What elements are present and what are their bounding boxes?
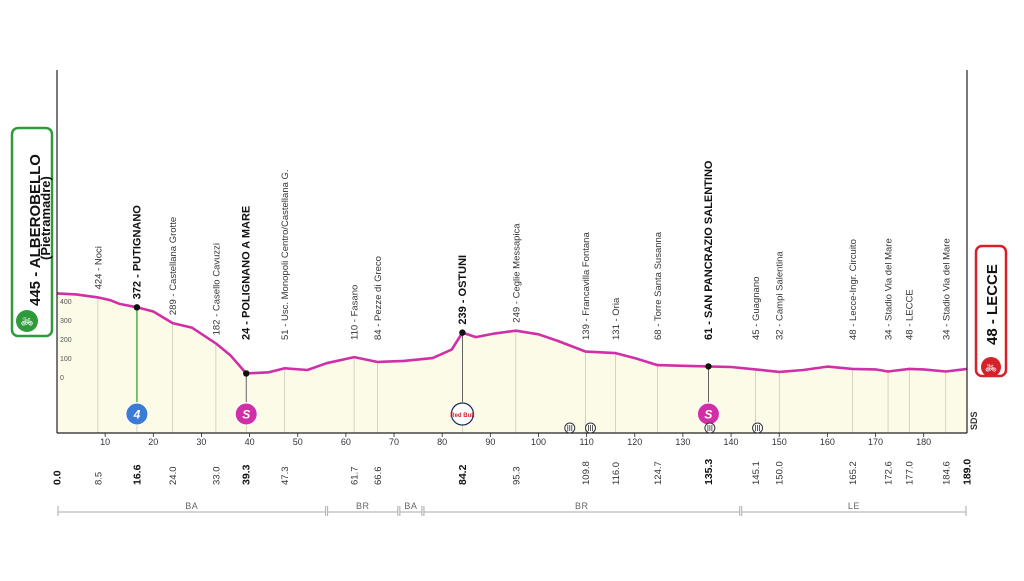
province-label: BR xyxy=(575,501,589,511)
km-distance-label: 47.3 xyxy=(280,467,291,486)
intermediate-sprint-icon xyxy=(234,402,258,426)
location-label: 131 - Oria xyxy=(611,297,622,340)
km-distance-label: 165.2 xyxy=(848,461,859,485)
location-label: 32 - Campi Salentina xyxy=(775,251,786,340)
km-distance-label: 95.3 xyxy=(511,467,522,486)
km-distance-label: 124.7 xyxy=(653,461,664,485)
km-distance-label: 24.0 xyxy=(168,467,179,486)
location-label: 68 - Torre Santa Susanna xyxy=(653,231,664,340)
start-altitude-name: 445 - ALBEROBELLO xyxy=(27,154,44,306)
x-tick-label: 60 xyxy=(341,437,351,447)
location-label: 424 - Noci xyxy=(93,246,104,289)
marker-glyph: S xyxy=(242,408,250,422)
climb-summit-dot xyxy=(459,329,466,336)
key-location-label: 24 - POLIGNANO A MARE xyxy=(241,206,253,340)
x-tick-label: 130 xyxy=(675,437,690,447)
start-location-box: 445 - ALBEROBELLO (Pietramadre) 🚲︎ xyxy=(10,126,54,338)
location-label: 45 - Guagnano xyxy=(751,277,762,340)
red-bull-label: Red Bull xyxy=(450,413,475,419)
start-subname: (Pietramadre) xyxy=(38,176,53,260)
km-distance-label: 16.6 xyxy=(131,464,143,485)
key-location-label: 239 - OSTUNI xyxy=(457,255,469,325)
province-label: LE xyxy=(848,501,860,511)
bike-glyph-start: 🚲︎ xyxy=(21,317,34,328)
x-tick-label: 160 xyxy=(820,437,835,447)
location-label: 182 - Casello Cavuzzi xyxy=(211,243,222,335)
km-distance-label: 0.0 xyxy=(52,470,64,485)
km-distance-label: 61.7 xyxy=(350,467,361,486)
location-label: 34 - Stadio Via del Mare xyxy=(941,238,952,340)
km-distance-label: 150.0 xyxy=(775,461,786,485)
y-tick-label: 400 xyxy=(60,299,72,306)
start-box-border xyxy=(10,126,54,338)
km-distance-label: 84.2 xyxy=(457,464,469,485)
km-distance-label: 8.5 xyxy=(93,472,104,485)
marker-glyph: 4 xyxy=(133,408,141,422)
x-tick-label: 40 xyxy=(245,437,255,447)
y-tick-label: 300 xyxy=(60,318,72,325)
x-tick-label: 180 xyxy=(916,437,931,447)
km-distance-label: 184.6 xyxy=(941,461,952,485)
location-label: 48 - LECCE xyxy=(905,289,916,340)
km-distance-label: 177.0 xyxy=(905,461,916,485)
location-label: 48 - Lecce-Ingr. Circuito xyxy=(848,239,859,340)
location-label: 84 - Pezze di Greco xyxy=(373,256,384,340)
sds-logo: SDS xyxy=(969,411,979,430)
x-tick-label: 110 xyxy=(579,437,593,447)
climb-summit-dot xyxy=(705,363,712,370)
km-distance-label: 116.0 xyxy=(611,462,622,485)
location-label: 139 - Francavilla Fontana xyxy=(581,232,592,340)
province-label: BR xyxy=(356,501,370,511)
province-label: BA xyxy=(404,501,417,511)
climb-summit-dot xyxy=(133,304,141,311)
x-tick-label: 70 xyxy=(389,437,399,447)
start-cyclist-icon xyxy=(16,310,38,332)
location-label: 249 - Ceglie Messapica xyxy=(511,223,522,323)
km-distance-label: 172.6 xyxy=(884,461,895,485)
km-distance-label: 33.0 xyxy=(211,467,222,486)
finish-cyclist-icon xyxy=(981,357,1001,377)
km-distance-label: 66.6 xyxy=(373,467,384,486)
province-label: BA xyxy=(185,501,198,511)
x-tick-label: 90 xyxy=(485,437,495,447)
x-tick-label: 100 xyxy=(531,437,546,447)
y-tick-label: 200 xyxy=(60,337,72,344)
y-tick-label: 0 xyxy=(60,375,64,382)
location-label: 289 - Castellana Grotte xyxy=(168,217,179,315)
marker-glyph: S xyxy=(704,408,712,422)
x-tick-label: 50 xyxy=(293,437,303,447)
x-tick-label: 140 xyxy=(724,437,739,447)
km-distance-label: 109.8 xyxy=(581,461,592,485)
km-distance-label: 145.1 xyxy=(751,461,762,485)
x-tick-label: 20 xyxy=(148,437,158,447)
x-tick-label: 80 xyxy=(437,437,447,447)
profile-line xyxy=(56,292,968,375)
x-tick-label: 150 xyxy=(772,437,787,447)
climb-summit-dot xyxy=(243,370,250,377)
location-label: 110 - Fasano xyxy=(350,285,361,340)
key-location-label: 61 - SAN PANCRAZIO SALENTINO xyxy=(703,160,715,340)
y-tick-label: 100 xyxy=(60,356,72,363)
km-distance-label: 189.0 xyxy=(962,459,974,485)
key-location-label: 372 - PUTIGNANO xyxy=(131,205,143,300)
x-tick-label: 170 xyxy=(868,437,883,447)
finish-location-box: 48 - LECCE 🚲︎ xyxy=(974,244,1008,378)
km-distance-label: 135.3 xyxy=(703,459,715,485)
climb-category-4-icon xyxy=(125,402,149,426)
km-distance-label: 39.3 xyxy=(241,464,253,485)
location-label: 51 - Usc. Monopoli Centro/Castellana G. xyxy=(280,169,291,340)
x-tick-label: 10 xyxy=(100,437,110,447)
finish-altitude-name: 48 - LECCE xyxy=(984,264,1001,345)
bike-glyph-finish: 🚲︎ xyxy=(985,363,996,373)
x-tick-label: 120 xyxy=(627,437,642,447)
red-bull-km-icon xyxy=(450,402,475,426)
x-tick-label: 30 xyxy=(196,437,206,447)
location-label: 34 - Stadio Via del Mare xyxy=(884,238,895,340)
